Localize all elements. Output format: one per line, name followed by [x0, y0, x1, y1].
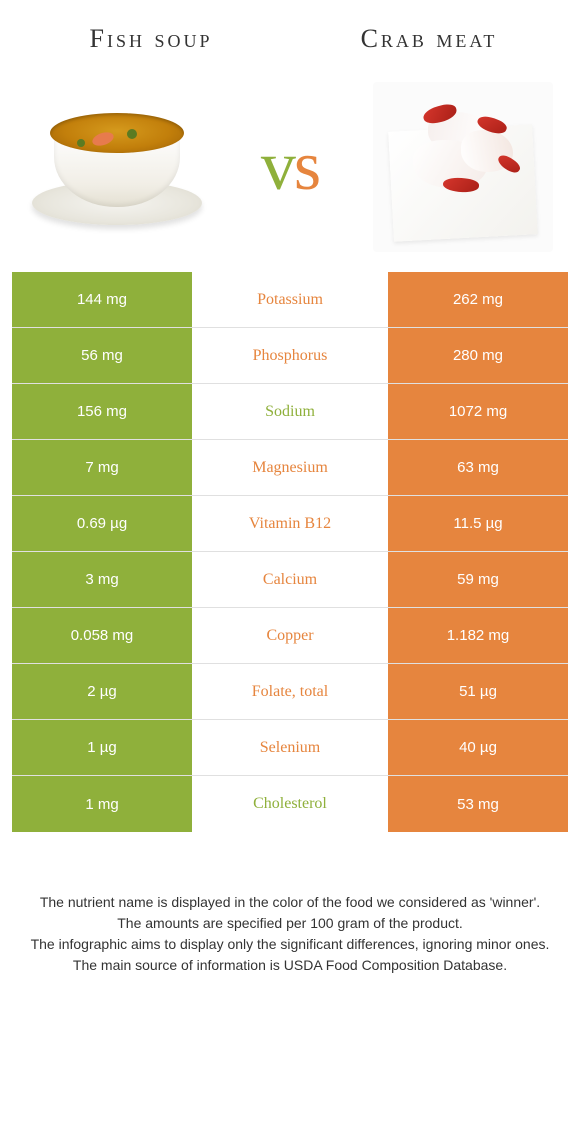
- left-food-title: Fish soup: [12, 24, 290, 54]
- footer-line: The amounts are specified per 100 gram o…: [24, 913, 556, 934]
- infographic-container: Fish soup Crab meat vs: [0, 0, 580, 992]
- left-value: 0.69 µg: [12, 496, 192, 551]
- footer-line: The infographic aims to display only the…: [24, 934, 556, 955]
- right-value: 59 mg: [388, 552, 568, 607]
- nutrient-name: Cholesterol: [192, 776, 388, 832]
- footer-line: The nutrient name is displayed in the co…: [24, 892, 556, 913]
- table-row: 0.058 mgCopper1.182 mg: [12, 608, 568, 664]
- table-row: 56 mgPhosphorus280 mg: [12, 328, 568, 384]
- left-value: 1 mg: [12, 776, 192, 832]
- fish-soup-image: [22, 82, 212, 252]
- left-value: 3 mg: [12, 552, 192, 607]
- right-value: 1072 mg: [388, 384, 568, 439]
- nutrient-name: Folate, total: [192, 664, 388, 719]
- table-row: 1 µgSelenium40 µg: [12, 720, 568, 776]
- right-food-title: Crab meat: [290, 24, 568, 54]
- table-row: 3 mgCalcium59 mg: [12, 552, 568, 608]
- vs-s: s: [294, 128, 319, 205]
- right-value: 40 µg: [388, 720, 568, 775]
- image-row: vs: [12, 82, 568, 252]
- left-value: 56 mg: [12, 328, 192, 383]
- right-value: 1.182 mg: [388, 608, 568, 663]
- left-value: 2 µg: [12, 664, 192, 719]
- nutrient-name: Selenium: [192, 720, 388, 775]
- left-value: 156 mg: [12, 384, 192, 439]
- vs-label: vs: [261, 127, 319, 207]
- right-value: 11.5 µg: [388, 496, 568, 551]
- left-value: 144 mg: [12, 272, 192, 327]
- nutrient-name: Magnesium: [192, 440, 388, 495]
- left-value: 7 mg: [12, 440, 192, 495]
- nutrient-name: Copper: [192, 608, 388, 663]
- right-value: 63 mg: [388, 440, 568, 495]
- nutrient-name: Calcium: [192, 552, 388, 607]
- nutrient-name: Potassium: [192, 272, 388, 327]
- nutrient-table: 144 mgPotassium262 mg56 mgPhosphorus280 …: [12, 272, 568, 832]
- footer-line: The main source of information is USDA F…: [24, 955, 556, 976]
- nutrient-name: Phosphorus: [192, 328, 388, 383]
- right-value: 280 mg: [388, 328, 568, 383]
- right-value: 51 µg: [388, 664, 568, 719]
- nutrient-name: Vitamin B12: [192, 496, 388, 551]
- vs-v: v: [261, 128, 294, 205]
- crab-meat-image: [368, 82, 558, 252]
- table-row: 2 µgFolate, total51 µg: [12, 664, 568, 720]
- table-row: 0.69 µgVitamin B1211.5 µg: [12, 496, 568, 552]
- left-value: 1 µg: [12, 720, 192, 775]
- right-value: 262 mg: [388, 272, 568, 327]
- table-row: 1 mgCholesterol53 mg: [12, 776, 568, 832]
- footer-notes: The nutrient name is displayed in the co…: [12, 892, 568, 976]
- table-row: 144 mgPotassium262 mg: [12, 272, 568, 328]
- nutrient-name: Sodium: [192, 384, 388, 439]
- title-row: Fish soup Crab meat: [12, 24, 568, 54]
- table-row: 7 mgMagnesium63 mg: [12, 440, 568, 496]
- right-value: 53 mg: [388, 776, 568, 832]
- table-row: 156 mgSodium1072 mg: [12, 384, 568, 440]
- left-value: 0.058 mg: [12, 608, 192, 663]
